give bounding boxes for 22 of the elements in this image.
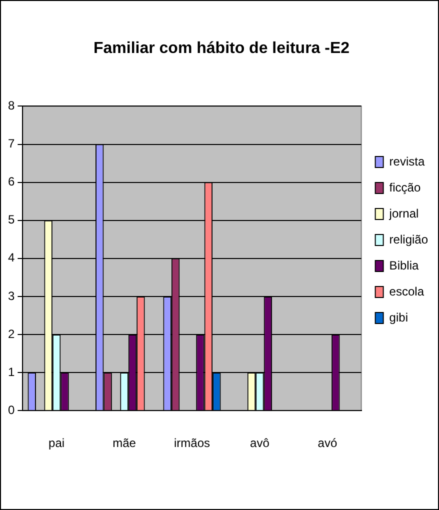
y-tick-label: 7: [8, 136, 15, 151]
legend-label: gibi: [389, 310, 408, 324]
y-tick-label: 2: [8, 326, 15, 341]
y-tick-label: 1: [8, 364, 15, 379]
legend-label: revista: [389, 154, 425, 168]
y-tick-label: 4: [8, 250, 15, 265]
y-tick-label: 5: [8, 212, 15, 227]
legend-label: Biblia: [389, 258, 419, 272]
x-tick-label: mãe: [112, 436, 136, 450]
chart-title: Familiar com hábito de leitura -E2: [93, 40, 350, 58]
y-tick-label: 3: [8, 288, 15, 303]
x-tick-label: avô: [250, 436, 270, 450]
y-tick-label: 0: [8, 402, 15, 417]
x-tick-label: irmãos: [174, 436, 210, 450]
legend-label: ficção: [389, 180, 421, 194]
y-tick-label: 8: [8, 98, 15, 113]
legend-label: jornal: [388, 206, 419, 220]
y-tick-label: 6: [8, 174, 15, 189]
legend-label: escola: [389, 284, 424, 298]
legend-label: religião: [389, 232, 428, 246]
x-tick-label: pai: [48, 436, 65, 450]
x-tick-label: avó: [318, 436, 338, 450]
